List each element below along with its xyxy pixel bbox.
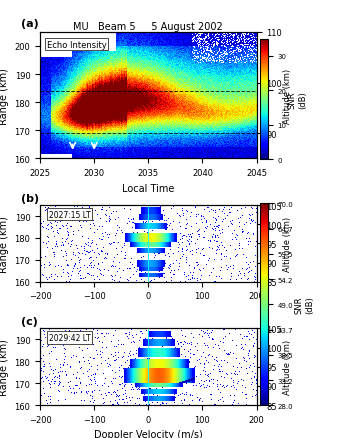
X-axis label: Local Time: Local Time [122,183,174,193]
X-axis label: Doppler Velocity (m/s): Doppler Velocity (m/s) [94,429,203,438]
Y-axis label: Altitude (km): Altitude (km) [283,216,292,272]
Text: (b): (b) [21,193,39,203]
Text: 2027:15 LT: 2027:15 LT [49,210,90,219]
Text: (a): (a) [21,19,38,29]
Y-axis label: Altitude (km): Altitude (km) [283,339,292,394]
Text: 2029:42 LT: 2029:42 LT [49,333,90,342]
Y-axis label: Range (km): Range (km) [0,339,9,395]
Y-axis label: SNR
(dB): SNR (dB) [295,296,314,313]
Y-axis label: SNR
(dB): SNR (dB) [288,91,307,109]
Text: Echo Intensity: Echo Intensity [47,40,106,49]
Title: MU   Beam 5     5 August 2002: MU Beam 5 5 August 2002 [73,22,223,32]
Y-axis label: Altitude (km): Altitude (km) [283,68,292,124]
Text: (c): (c) [21,316,38,326]
Y-axis label: Range (km): Range (km) [0,215,9,272]
Y-axis label: Range (km): Range (km) [0,67,9,124]
